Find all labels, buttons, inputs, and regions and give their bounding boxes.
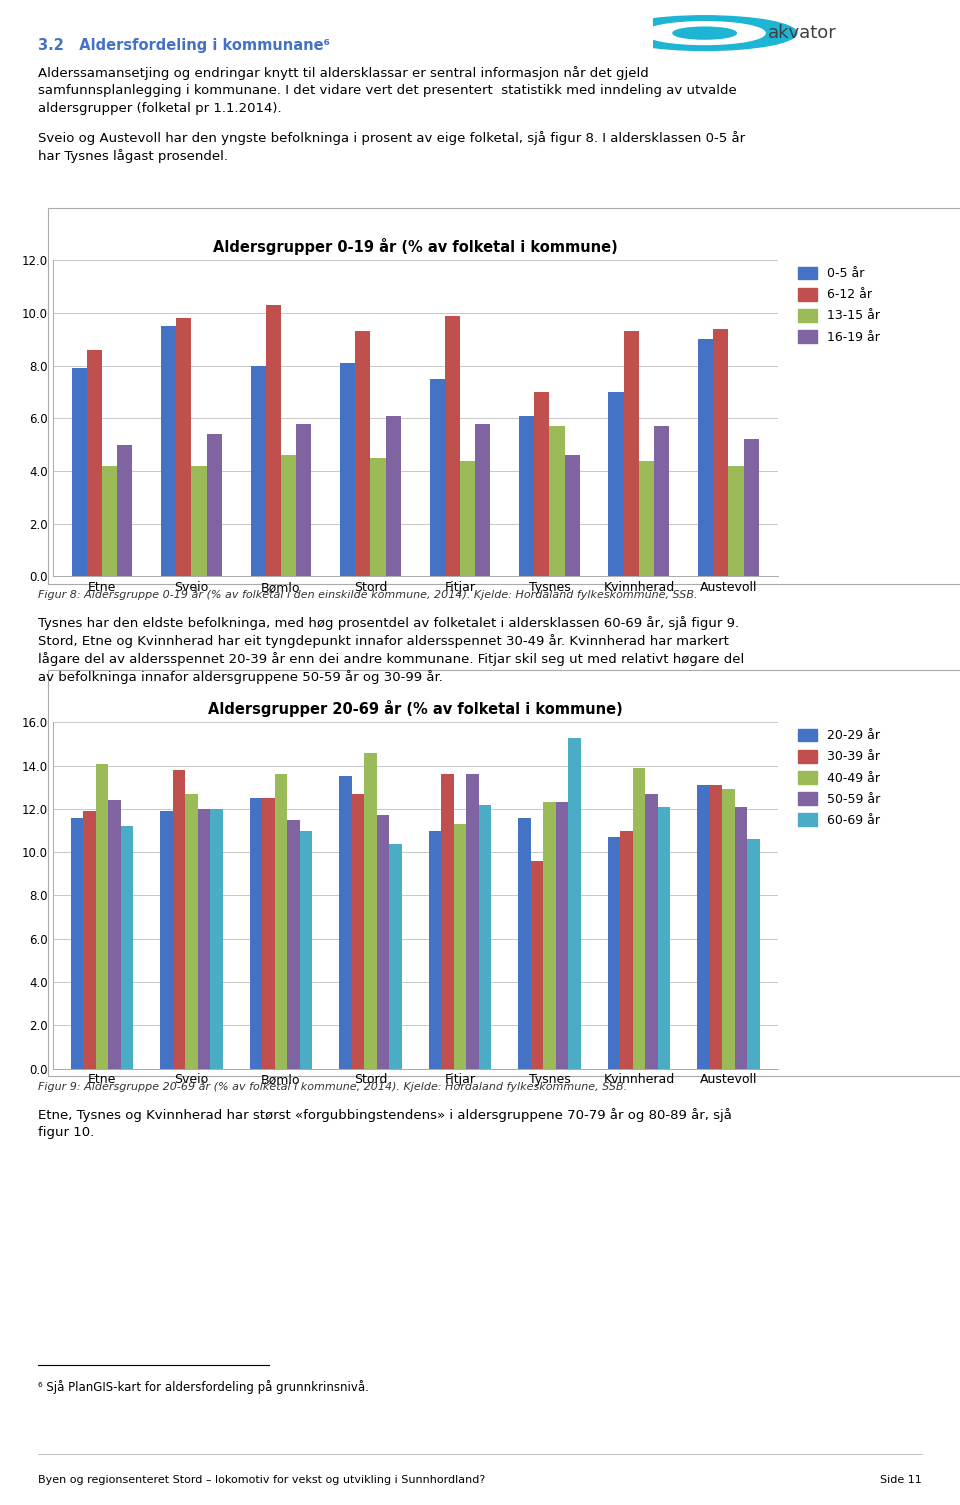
Bar	[266, 306, 281, 576]
Bar	[340, 363, 355, 576]
Text: Figur 8: Aldersgruppe 0-19 år (% av folketal i den einskilde kommune, 2014). Kje: Figur 8: Aldersgruppe 0-19 år (% av folk…	[38, 588, 698, 600]
Bar	[96, 763, 108, 1069]
Bar	[534, 391, 549, 576]
Bar	[475, 424, 491, 576]
Bar	[210, 810, 223, 1069]
Bar	[444, 316, 460, 576]
Bar	[71, 817, 84, 1069]
Title: Aldersgrupper 0-19 år (% av folketal i kommune): Aldersgrupper 0-19 år (% av folketal i k…	[213, 238, 617, 254]
Bar	[709, 786, 722, 1069]
Bar	[467, 774, 479, 1069]
Bar	[479, 805, 492, 1069]
Bar	[568, 737, 581, 1069]
Bar	[654, 426, 669, 576]
Text: aldersgrupper (folketal pr 1.1.2014).: aldersgrupper (folketal pr 1.1.2014).	[38, 102, 282, 116]
Text: Stord, Etne og Kvinnherad har eit tyngdepunkt innafor aldersspennet 30-49 år. Kv: Stord, Etne og Kvinnherad har eit tyngde…	[38, 634, 730, 647]
Bar	[185, 793, 198, 1069]
Text: Figur 9: Aldersgruppe 20-69 år (% av folketal i kommune, 2014). Kjelde: Hordalan: Figur 9: Aldersgruppe 20-69 år (% av fol…	[38, 1081, 628, 1093]
Bar	[698, 340, 713, 576]
Text: 3.2   Aldersfordeling i kommunane⁶: 3.2 Aldersfordeling i kommunane⁶	[38, 38, 330, 53]
Text: figur 10.: figur 10.	[38, 1126, 95, 1139]
Bar	[531, 861, 543, 1069]
Bar	[722, 790, 734, 1069]
Text: Side 11: Side 11	[880, 1475, 922, 1485]
Bar	[355, 331, 371, 576]
Text: av befolkninga innafor aldersgruppene 50-59 år og 30-99 år.: av befolkninga innafor aldersgruppene 50…	[38, 670, 444, 683]
Text: Sveio og Austevoll har den yngste befolkninga i prosent av eige folketal, sjå fi: Sveio og Austevoll har den yngste befolk…	[38, 131, 746, 144]
Bar	[428, 831, 442, 1069]
Bar	[173, 771, 185, 1069]
Bar	[620, 831, 633, 1069]
Bar	[72, 369, 86, 576]
Bar	[747, 840, 759, 1069]
Bar	[454, 825, 467, 1069]
Bar	[108, 801, 121, 1069]
Bar	[287, 820, 300, 1069]
Bar	[564, 455, 580, 576]
Bar	[177, 318, 191, 576]
Bar	[609, 391, 624, 576]
Bar	[386, 415, 401, 576]
Bar	[84, 811, 96, 1069]
Text: ⁶ Sjå PlanGIS-kart for aldersfordeling på grunnkrinsnivå.: ⁶ Sjå PlanGIS-kart for aldersfordeling p…	[38, 1380, 370, 1394]
Bar	[198, 810, 210, 1069]
Bar	[389, 843, 402, 1069]
Bar	[549, 426, 564, 576]
Text: lågare del av aldersspennet 20-39 år enn dei andre kommunane. Fitjar skil seg ut: lågare del av aldersspennet 20-39 år enn…	[38, 652, 745, 665]
Text: Byen og regionsenteret Stord – lokomotiv for vekst og utvikling i Sunnhordland?: Byen og regionsenteret Stord – lokomotiv…	[38, 1475, 486, 1485]
Bar	[729, 465, 744, 576]
Bar	[339, 777, 351, 1069]
Bar	[364, 752, 376, 1069]
Bar	[713, 328, 729, 576]
Title: Aldersgrupper 20-69 år (% av folketal i kommune): Aldersgrupper 20-69 år (% av folketal i …	[207, 700, 623, 716]
Bar	[161, 327, 177, 576]
Text: Etne, Tysnes og Kvinnherad har størst «forgubbingstendens» i aldersgruppene 70-7: Etne, Tysnes og Kvinnherad har størst «f…	[38, 1108, 732, 1121]
Bar	[102, 465, 117, 576]
Bar	[117, 445, 132, 576]
Bar	[658, 807, 670, 1069]
Bar	[281, 455, 297, 576]
Bar	[624, 331, 639, 576]
Bar	[697, 786, 709, 1069]
Bar	[744, 439, 758, 576]
Text: samfunnsplanlegging i kommunane. I det vidare vert det presentert  statistikk me: samfunnsplanlegging i kommunane. I det v…	[38, 84, 737, 98]
Legend: 0-5 år, 6-12 år, 13-15 år, 16-19 år: 0-5 år, 6-12 år, 13-15 år, 16-19 år	[799, 266, 880, 343]
Circle shape	[644, 21, 765, 45]
Bar	[206, 433, 222, 576]
Bar	[275, 774, 287, 1069]
Bar	[251, 366, 266, 576]
Bar	[250, 798, 262, 1069]
Bar	[376, 816, 389, 1069]
Bar	[371, 458, 386, 576]
Bar	[608, 837, 620, 1069]
Text: Tysnes har den eldste befolkninga, med høg prosentdel av folketalet i aldersklas: Tysnes har den eldste befolkninga, med h…	[38, 616, 739, 629]
Legend: 20-29 år, 30-39 år, 40-49 år, 50-59 år, 60-69 år: 20-29 år, 30-39 år, 40-49 år, 50-59 år, …	[799, 728, 880, 826]
Bar	[556, 802, 568, 1069]
Bar	[518, 817, 531, 1069]
Bar	[429, 379, 444, 576]
Text: har Tysnes lågast prosendel.: har Tysnes lågast prosendel.	[38, 149, 228, 163]
Bar	[300, 831, 312, 1069]
Bar	[86, 349, 102, 576]
Bar	[639, 461, 654, 576]
Bar	[633, 768, 645, 1069]
Bar	[191, 465, 206, 576]
Bar	[121, 826, 133, 1069]
Text: akvator: akvator	[768, 24, 837, 42]
Bar	[297, 424, 311, 576]
Text: Alderssamansetjing og endringar knytt til aldersklassar er sentral informasjon n: Alderssamansetjing og endringar knytt ti…	[38, 66, 649, 80]
Circle shape	[612, 15, 797, 51]
Bar	[262, 798, 275, 1069]
Bar	[519, 415, 534, 576]
Bar	[543, 802, 556, 1069]
Bar	[442, 774, 454, 1069]
Bar	[351, 793, 364, 1069]
Bar	[734, 807, 747, 1069]
Circle shape	[673, 27, 736, 39]
Bar	[460, 461, 475, 576]
Bar	[160, 811, 173, 1069]
Bar	[645, 793, 658, 1069]
